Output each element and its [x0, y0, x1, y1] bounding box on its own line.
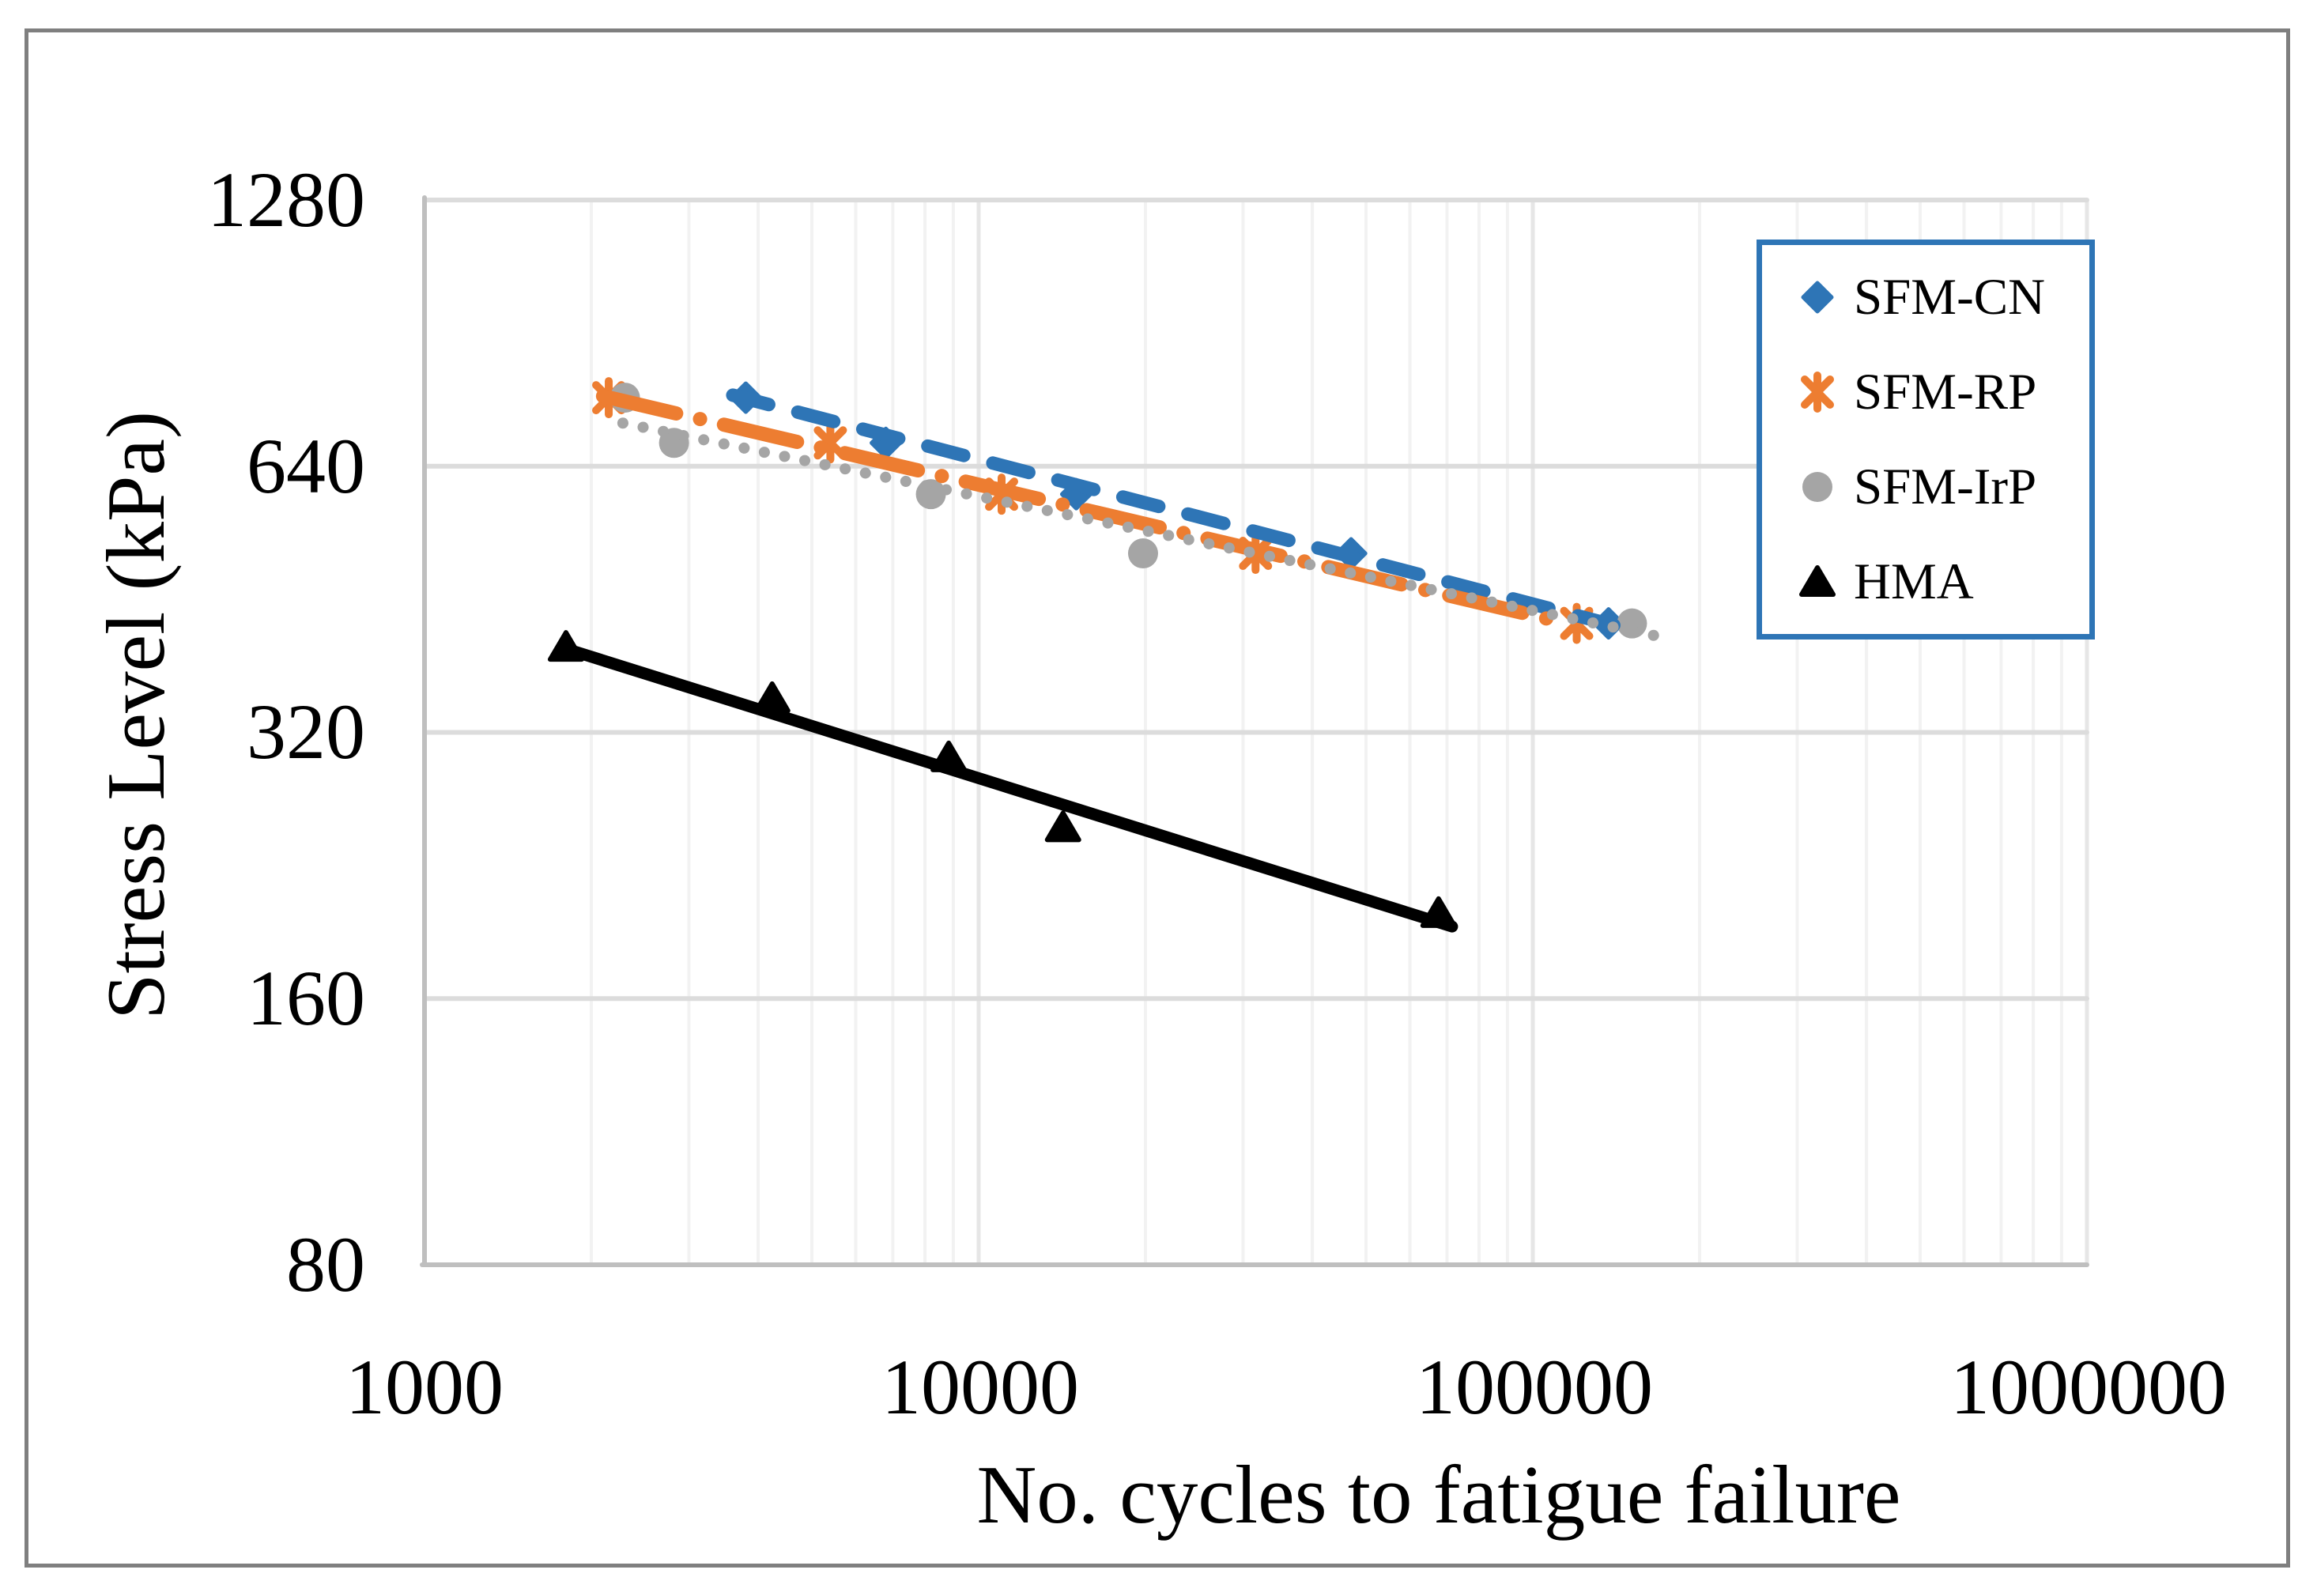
- x-tick-100000: 100000: [1416, 1343, 1653, 1431]
- diamond-marker-icon: [1801, 281, 1834, 314]
- x-tick-1000000: 1000000: [1950, 1343, 2227, 1431]
- x-axis-title: No. cycles to fatigue failure: [976, 1448, 1901, 1541]
- asterisk-marker-icon: [1801, 372, 1834, 413]
- legend-label: SFM-RP: [1854, 364, 2037, 421]
- legend: SFM-CN SFM-RP SFM-IrP HMA: [1757, 240, 2095, 640]
- y-tick-80: 80: [286, 1221, 365, 1308]
- circle-marker-icon: [1802, 472, 1832, 502]
- triangle-marker-icon: [1799, 565, 1836, 597]
- legend-item-sfm-cn: SFM-CN: [1762, 266, 2089, 329]
- x-tick-1000: 1000: [345, 1343, 504, 1431]
- legend-item-sfm-rp: SFM-RP: [1762, 360, 2089, 424]
- legend-label: SFM-CN: [1854, 269, 2046, 326]
- legend-label: HMA: [1854, 553, 1974, 610]
- y-tick-1280: 1280: [207, 156, 365, 243]
- y-tick-160: 160: [247, 954, 365, 1042]
- legend-label: SFM-IrP: [1854, 458, 2037, 515]
- y-tick-320: 320: [247, 688, 365, 775]
- x-tick-10000: 10000: [881, 1343, 1079, 1431]
- y-axis-title: Stress Level (kPa): [89, 411, 182, 1020]
- y-tick-640: 640: [247, 422, 365, 510]
- legend-item-sfm-irp: SFM-IrP: [1762, 455, 2089, 519]
- legend-item-hma: HMA: [1762, 550, 2089, 613]
